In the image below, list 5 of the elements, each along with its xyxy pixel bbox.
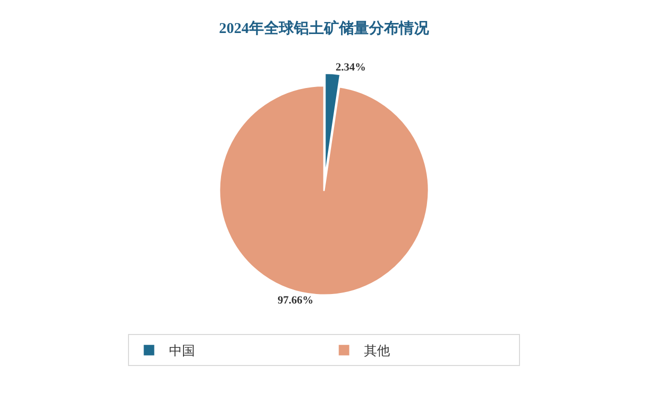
chart-title: 2024年全球铝土矿储量分布情况 (219, 18, 430, 37)
legend-label: 其他 (364, 344, 390, 360)
data-label: 97.66% (278, 294, 314, 307)
legend-label: 中国 (169, 344, 195, 360)
data-label: 2.34% (336, 62, 366, 74)
